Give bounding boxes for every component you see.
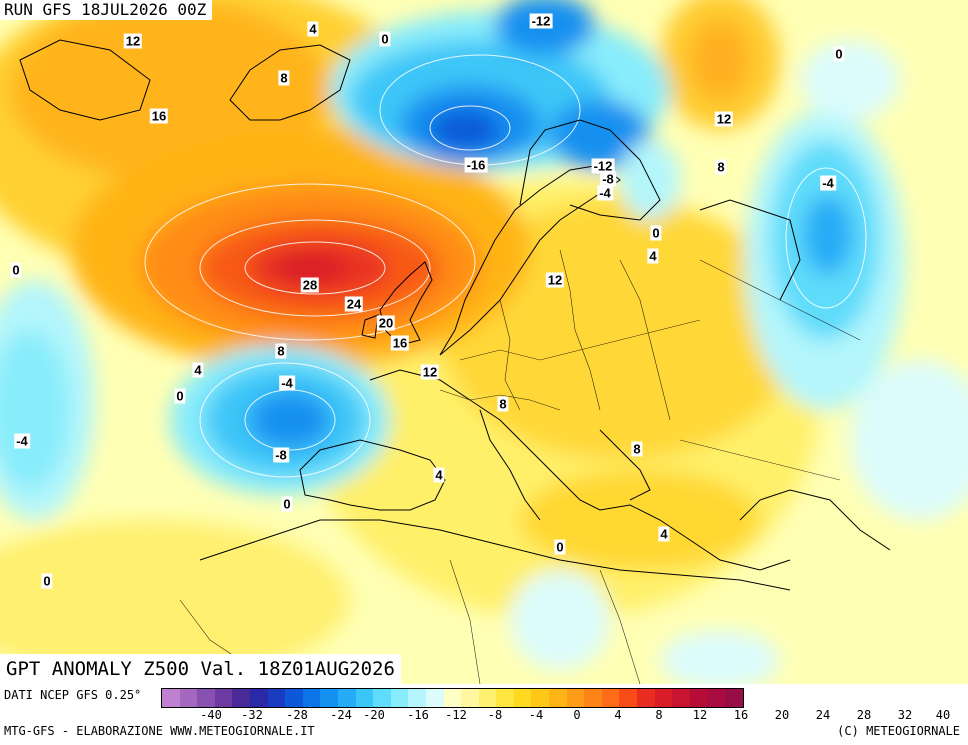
contour-label: 8 bbox=[715, 159, 727, 175]
contour-label: 4 bbox=[647, 248, 659, 264]
scale-tick-label: -12 bbox=[445, 708, 467, 722]
contour-label: -12 bbox=[591, 158, 615, 174]
scale-tick-label: 24 bbox=[815, 708, 831, 722]
scale-swatch bbox=[461, 689, 479, 707]
contour-label: -8 bbox=[600, 171, 616, 187]
anomaly-map bbox=[0, 0, 968, 684]
contour-label: 4 bbox=[307, 21, 319, 37]
contour-label: 0 bbox=[10, 262, 22, 278]
contour-label: 0 bbox=[833, 46, 845, 62]
contour-label: -16 bbox=[464, 157, 488, 173]
scale-swatch bbox=[513, 689, 532, 707]
coastlines bbox=[19, 39, 891, 591]
scale-tick-label: -8 bbox=[487, 708, 503, 722]
scale-tick-label: 28 bbox=[856, 708, 872, 722]
scale-swatch bbox=[637, 689, 655, 707]
credit-right: (C) METEOGIORNALE bbox=[837, 724, 960, 738]
contour-label: 24 bbox=[344, 296, 364, 312]
scale-tick-label: -40 bbox=[200, 708, 222, 722]
scale-swatch bbox=[425, 689, 444, 707]
contour-label: 12 bbox=[123, 33, 143, 49]
contour-label: 8 bbox=[278, 70, 290, 86]
contour-label: 16 bbox=[149, 108, 169, 124]
scale-swatch bbox=[320, 689, 338, 707]
contour-label: -4 bbox=[820, 175, 836, 191]
scale-swatch bbox=[285, 689, 303, 707]
contour-label: 0 bbox=[650, 225, 662, 241]
run-label: RUN GFS 18JUL2026 00Z bbox=[0, 0, 213, 20]
scale-swatch bbox=[390, 689, 409, 707]
scale-swatch bbox=[249, 689, 268, 707]
scale-tick-label: -28 bbox=[286, 708, 308, 722]
contour-label: 4 bbox=[433, 467, 445, 483]
scale-tick-label: 20 bbox=[774, 708, 790, 722]
scale-tick-label: 0 bbox=[573, 708, 581, 722]
contour-label: 12 bbox=[714, 111, 734, 127]
scale-tick-label: 40 bbox=[935, 708, 951, 722]
contour-label: 0 bbox=[174, 388, 186, 404]
scale-swatch bbox=[689, 689, 708, 707]
scale-swatch bbox=[355, 689, 374, 707]
scale-tick-label: -16 bbox=[407, 708, 429, 722]
scale-swatch bbox=[162, 689, 180, 707]
scale-tick-label: -4 bbox=[528, 708, 544, 722]
scale-swatch bbox=[197, 689, 215, 707]
contour-label: -12 bbox=[529, 13, 553, 29]
contour-label: 4 bbox=[658, 526, 670, 542]
contour-label: 8 bbox=[631, 441, 643, 457]
scale-swatch bbox=[601, 689, 620, 707]
scale-swatch bbox=[531, 689, 550, 707]
credit-left: MTG-GFS - ELABORAZIONE WWW.METEOGIORNALE… bbox=[4, 724, 315, 738]
contour-label: -4 bbox=[279, 375, 295, 391]
scale-swatch bbox=[179, 689, 198, 707]
contour-lines bbox=[144, 54, 867, 478]
contour-label: 8 bbox=[275, 343, 287, 359]
scale-swatch bbox=[496, 689, 514, 707]
scale-tick-label: -20 bbox=[363, 708, 385, 722]
contour-label: -4 bbox=[597, 185, 613, 201]
data-source: DATI NCEP GFS 0.25° bbox=[4, 688, 142, 702]
scale-swatch bbox=[654, 689, 673, 707]
scale-swatch bbox=[584, 689, 602, 707]
contour-label: -8 bbox=[273, 447, 289, 463]
scale-swatch bbox=[443, 689, 462, 707]
contour-label: 0 bbox=[554, 539, 566, 555]
scale-swatch bbox=[337, 689, 356, 707]
contour-label: -4 bbox=[14, 433, 30, 449]
contour-label: 28 bbox=[300, 277, 320, 293]
scale-tick-label: 12 bbox=[692, 708, 708, 722]
scale-swatch bbox=[619, 689, 638, 707]
contour-label: 0 bbox=[41, 573, 53, 589]
scale-swatch bbox=[214, 689, 233, 707]
scale-tick-label: 8 bbox=[655, 708, 663, 722]
scale-swatch bbox=[478, 689, 497, 707]
scale-swatch bbox=[725, 689, 743, 707]
map-title: GPT ANOMALY Z500 Val. 18Z01AUG2026 bbox=[0, 654, 401, 684]
contour-label: 12 bbox=[420, 364, 440, 380]
scale-tick-label: -24 bbox=[330, 708, 352, 722]
scale-swatch bbox=[267, 689, 286, 707]
country-borders bbox=[179, 249, 861, 684]
scale-tick-label: 4 bbox=[614, 708, 622, 722]
contour-label: 16 bbox=[390, 335, 410, 351]
scale-swatch bbox=[672, 689, 690, 707]
map-canvas bbox=[0, 0, 968, 684]
scale-swatch bbox=[408, 689, 426, 707]
contour-label: 4 bbox=[192, 362, 204, 378]
contour-label: 20 bbox=[376, 315, 396, 331]
color-scale-bar bbox=[161, 688, 744, 708]
contour-label: 12 bbox=[545, 272, 565, 288]
contour-label: 0 bbox=[379, 31, 391, 47]
scale-swatch bbox=[566, 689, 585, 707]
scale-tick-label: -32 bbox=[241, 708, 263, 722]
scale-swatch bbox=[373, 689, 391, 707]
scale-swatch bbox=[232, 689, 250, 707]
scale-tick-label: 16 bbox=[733, 708, 749, 722]
contour-label: 0 bbox=[281, 496, 293, 512]
contour-label: 8 bbox=[497, 396, 509, 412]
scale-swatch bbox=[549, 689, 567, 707]
scale-swatch bbox=[707, 689, 725, 707]
scale-tick-label: 32 bbox=[897, 708, 913, 722]
scale-swatch bbox=[302, 689, 321, 707]
